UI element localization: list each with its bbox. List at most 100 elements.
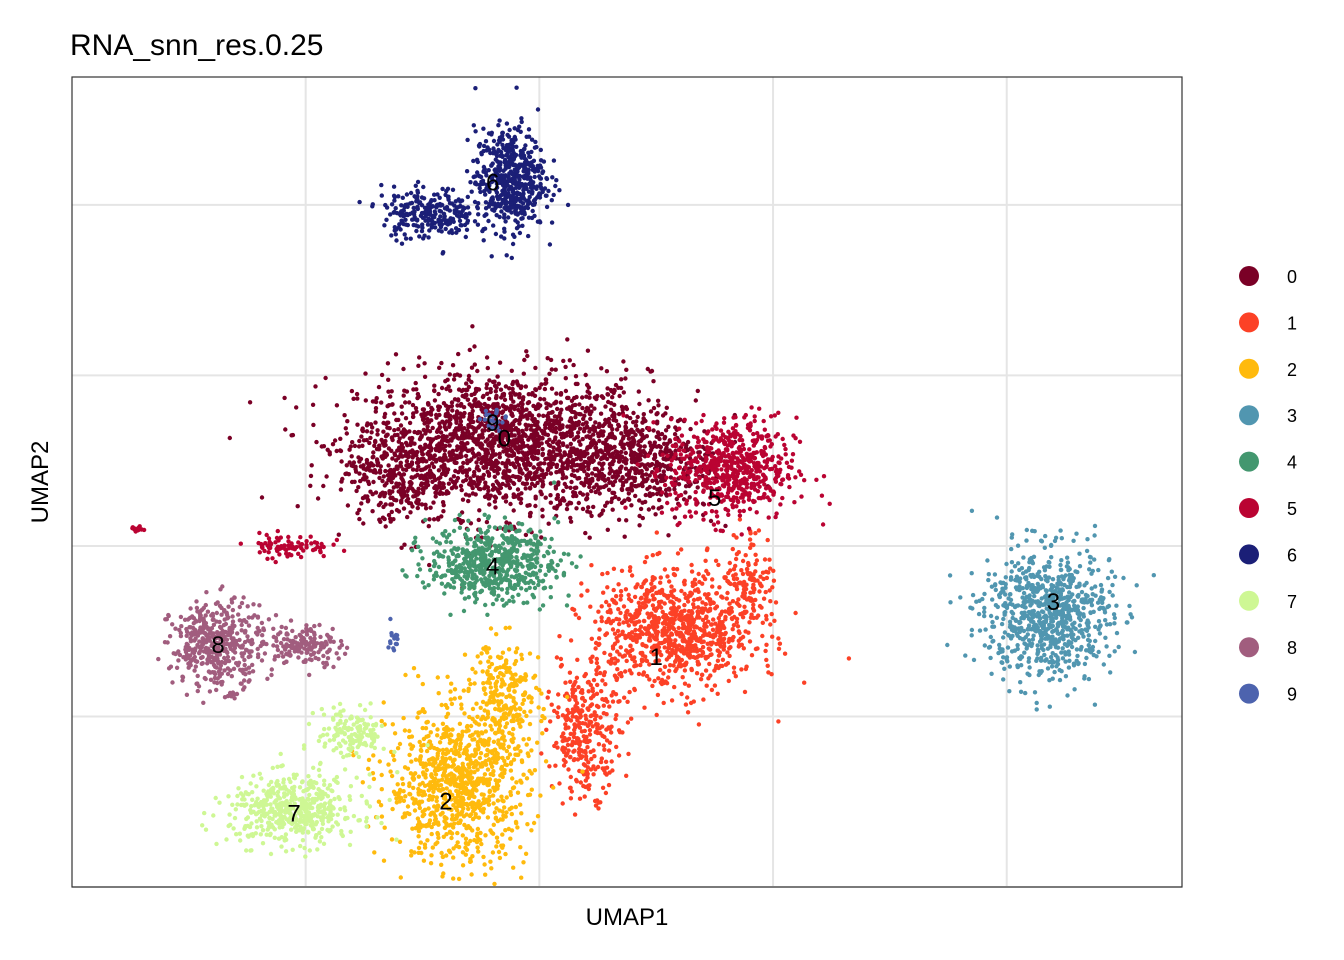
- point-cluster-2: [491, 785, 496, 790]
- point-cluster-0: [446, 458, 451, 463]
- point-cluster-0: [379, 400, 384, 405]
- point-cluster-1: [717, 650, 723, 655]
- point-cluster-1: [740, 634, 746, 640]
- point-cluster-0: [616, 385, 621, 390]
- point-cluster-1: [730, 546, 735, 552]
- point-cluster-0: [619, 449, 624, 455]
- point-cluster-1: [579, 748, 584, 753]
- point-cluster-1: [750, 585, 756, 590]
- point-cluster-0: [388, 471, 393, 477]
- point-cluster-0: [432, 453, 437, 458]
- point-cluster-0: [508, 396, 514, 401]
- point-cluster-1: [603, 771, 608, 776]
- point-cluster-0: [509, 368, 514, 373]
- point-cluster-0: [372, 399, 377, 404]
- point-cluster-1: [710, 627, 716, 632]
- point-cluster-0: [373, 420, 378, 425]
- point-cluster-0: [435, 443, 440, 448]
- point-cluster-0: [377, 475, 382, 481]
- point-cluster-0: [404, 389, 410, 394]
- point-cluster-1: [769, 611, 774, 617]
- point-cluster-0: [642, 444, 647, 449]
- point-cluster-1: [631, 637, 636, 642]
- point-cluster-1: [573, 612, 578, 617]
- point-cluster-0: [605, 449, 611, 455]
- point-cluster-2: [486, 757, 492, 762]
- point-cluster-0: [390, 495, 395, 500]
- point-cluster-0: [626, 496, 631, 501]
- point-cluster-1: [715, 658, 721, 663]
- point-cluster-1: [655, 551, 660, 557]
- point-cluster-1: [626, 751, 631, 757]
- point-cluster-0: [467, 402, 472, 407]
- point-cluster-1: [697, 596, 702, 601]
- point-cluster-0: [509, 428, 514, 433]
- point-cluster-0: [410, 402, 416, 408]
- point-cluster-2: [405, 811, 410, 816]
- point-cluster-2: [460, 729, 465, 734]
- point-cluster-2: [507, 625, 512, 630]
- point-cluster-1: [671, 663, 676, 668]
- point-cluster-2: [479, 792, 484, 797]
- point-cluster-1: [696, 571, 701, 577]
- point-cluster-0: [568, 416, 573, 421]
- point-cluster-0: [395, 432, 400, 438]
- point-cluster-0: [548, 451, 553, 456]
- point-cluster-2: [427, 818, 433, 823]
- point-cluster-2: [466, 677, 472, 682]
- point-cluster-0: [494, 385, 499, 390]
- point-cluster-2: [476, 849, 481, 854]
- point-cluster-2: [366, 757, 372, 763]
- point-cluster-0: [578, 457, 583, 462]
- point-cluster-0: [437, 412, 442, 418]
- point-cluster-1: [727, 560, 732, 566]
- point-cluster-1: [686, 683, 691, 688]
- point-cluster-0: [467, 458, 472, 464]
- point-cluster-0: [632, 477, 637, 482]
- point-cluster-1: [574, 739, 580, 744]
- point-cluster-0: [472, 344, 477, 349]
- point-cluster-0: [361, 466, 366, 471]
- point-cluster-0: [487, 502, 492, 507]
- point-cluster-1: [616, 699, 621, 704]
- point-cluster-1: [606, 782, 612, 788]
- point-cluster-0: [457, 423, 463, 428]
- point-cluster-0: [400, 454, 405, 459]
- point-cluster-1: [562, 738, 567, 743]
- point-cluster-1: [615, 649, 620, 654]
- point-cluster-1: [578, 780, 583, 785]
- point-cluster-2: [524, 776, 530, 781]
- point-cluster-1: [589, 563, 594, 568]
- point-cluster-0: [568, 433, 573, 439]
- point-cluster-1: [616, 582, 621, 587]
- point-cluster-2: [520, 718, 525, 724]
- point-cluster-0: [344, 431, 349, 436]
- point-cluster-0: [548, 493, 553, 498]
- point-cluster-2: [458, 737, 463, 742]
- point-cluster-0: [415, 472, 420, 478]
- point-cluster-0: [620, 483, 626, 488]
- point-cluster-2: [501, 746, 506, 751]
- point-cluster-0: [610, 507, 615, 512]
- point-cluster-0: [347, 447, 352, 452]
- point-cluster-1: [596, 800, 601, 805]
- point-cluster-0: [539, 441, 544, 446]
- point-cluster-2: [495, 839, 500, 845]
- point-cluster-0: [602, 478, 608, 483]
- point-cluster-0: [503, 384, 509, 389]
- point-cluster-0: [375, 428, 380, 433]
- point-cluster-1: [592, 717, 598, 722]
- point-cluster-0: [356, 444, 362, 449]
- point-cluster-1: [714, 591, 719, 596]
- point-cluster-0: [399, 545, 404, 550]
- point-cluster-0: [497, 360, 503, 365]
- point-cluster-1: [708, 652, 713, 658]
- point-cluster-1: [697, 653, 702, 658]
- point-cluster-1: [675, 647, 680, 652]
- point-cluster-0: [460, 393, 465, 399]
- point-cluster-1: [621, 604, 627, 609]
- point-cluster-1: [548, 719, 553, 724]
- point-cluster-0: [575, 381, 580, 387]
- point-cluster-1: [713, 621, 718, 626]
